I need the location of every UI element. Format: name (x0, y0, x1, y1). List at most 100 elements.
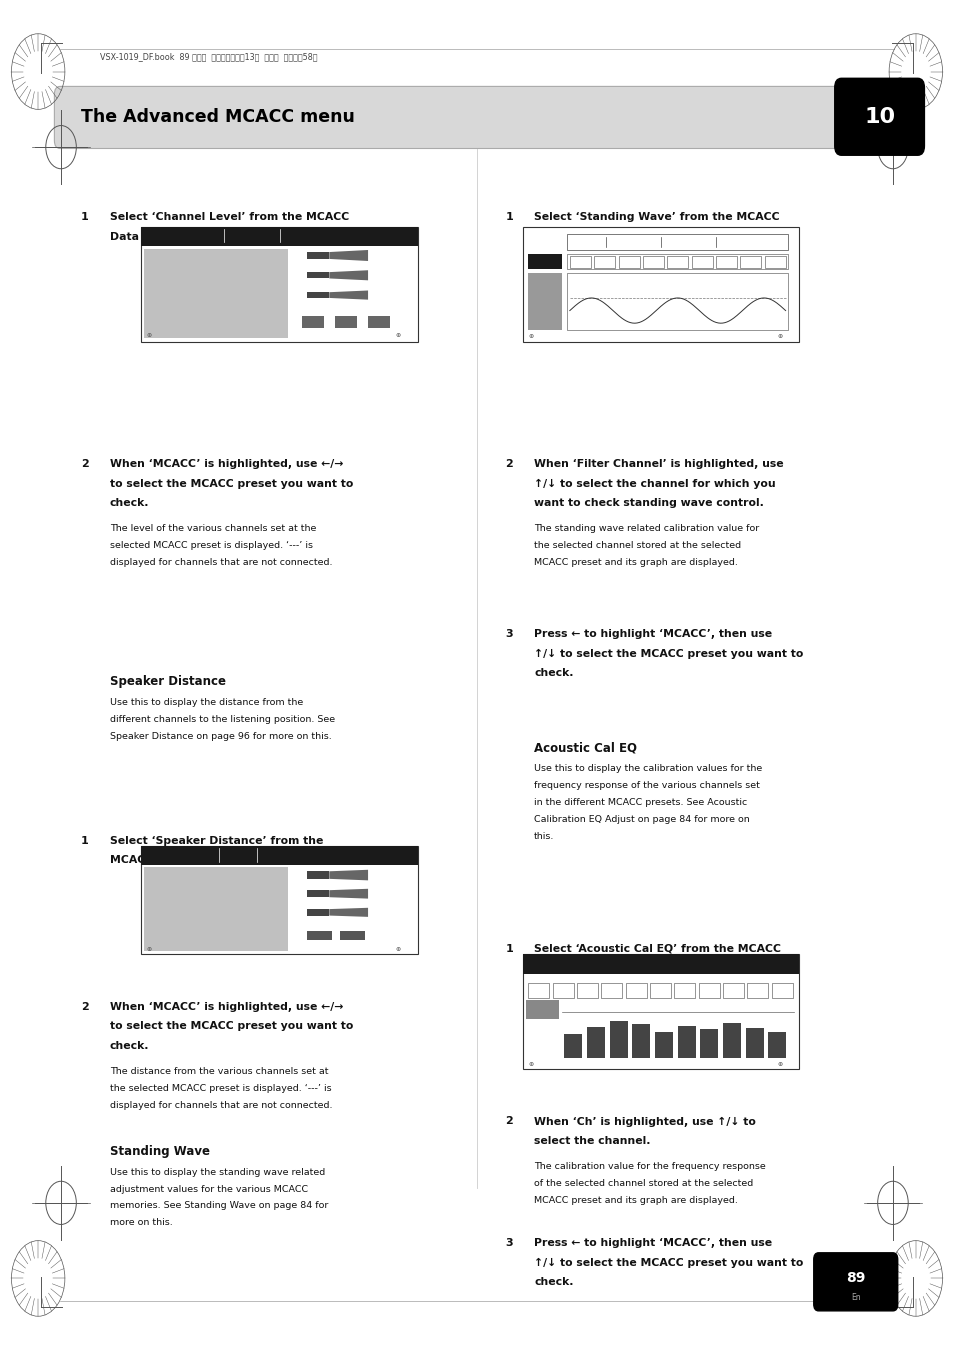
Text: Calibration EQ Adjust on page 84 for more on: Calibration EQ Adjust on page 84 for mor… (534, 815, 749, 824)
Text: VSX-1019_DF.book  89 ページ  ２００９年３月13日  金曜日  午前９時58分: VSX-1019_DF.book 89 ページ ２００９年３月13日 金曜日 午… (100, 51, 317, 61)
Text: the selected channel stored at the selected: the selected channel stored at the selec… (534, 541, 740, 551)
Bar (522, 227, 799, 342)
Text: Acoustic Cal EQ: Acoustic Cal EQ (534, 741, 637, 755)
Text: Select ‘Acoustic Cal EQ’ from the MCACC: Select ‘Acoustic Cal EQ’ from the MCACC (534, 944, 781, 953)
Bar (691, 256, 712, 267)
Bar (722, 983, 743, 998)
Text: En: En (850, 1293, 860, 1301)
Bar (301, 316, 323, 328)
Bar (618, 256, 639, 267)
Text: in the different MCACC presets. See Acoustic: in the different MCACC presets. See Acou… (534, 798, 747, 807)
Text: Select ‘Speaker Distance’ from the: Select ‘Speaker Distance’ from the (110, 836, 323, 845)
Text: 2: 2 (505, 1116, 513, 1126)
Text: displayed for channels that are not connected.: displayed for channels that are not conn… (110, 1102, 332, 1110)
Text: this.: this. (534, 832, 554, 841)
Bar (307, 909, 329, 915)
Text: 3: 3 (505, 629, 513, 639)
Bar (528, 983, 549, 998)
Bar (698, 983, 719, 998)
Text: ⊕: ⊕ (147, 333, 152, 338)
Bar (625, 983, 646, 998)
Bar (307, 930, 332, 941)
Text: ↑/↓ to select the MCACC preset you want to: ↑/↓ to select the MCACC preset you want … (534, 649, 802, 659)
Text: The standing wave related calibration value for: The standing wave related calibration va… (534, 524, 759, 533)
Bar (307, 292, 329, 298)
Bar (586, 1027, 604, 1058)
Text: 2: 2 (81, 459, 89, 468)
Bar (335, 316, 356, 328)
Text: check.: check. (534, 668, 573, 678)
Bar (368, 316, 390, 328)
Bar (674, 983, 695, 998)
Polygon shape (329, 270, 368, 281)
Text: 2: 2 (505, 459, 513, 468)
Text: the selected MCACC preset is displayed. ‘---’ is: the selected MCACC preset is displayed. … (110, 1084, 331, 1094)
Text: Press ← to highlight ‘MCACC’, then use: Press ← to highlight ‘MCACC’, then use (534, 1238, 772, 1247)
Text: Use this to display the standing wave related: Use this to display the standing wave re… (110, 1168, 325, 1177)
Text: to select the MCACC preset you want to: to select the MCACC preset you want to (110, 1022, 353, 1031)
Text: The distance from the various channels set at: The distance from the various channels s… (110, 1066, 328, 1076)
Bar (763, 256, 785, 267)
Text: Data Check menu.: Data Check menu. (534, 232, 645, 242)
Text: different channels to the listening position. See: different channels to the listening posi… (110, 716, 335, 724)
Bar (600, 983, 621, 998)
Text: adjustment values for the various MCACC: adjustment values for the various MCACC (110, 1185, 308, 1193)
Polygon shape (329, 250, 368, 261)
Text: Speaker Distance on page 96 for more on this.: Speaker Distance on page 96 for more on … (110, 732, 331, 741)
Text: want to check standing wave control.: want to check standing wave control. (534, 498, 763, 508)
Polygon shape (329, 888, 368, 899)
Bar (141, 846, 417, 865)
Polygon shape (329, 869, 368, 880)
Text: check.: check. (110, 1041, 149, 1050)
Text: more on this.: more on this. (110, 1218, 172, 1227)
Bar (307, 871, 329, 879)
Text: MCACC Data Check menu.: MCACC Data Check menu. (110, 856, 268, 865)
Text: 1: 1 (81, 836, 89, 845)
Polygon shape (329, 907, 368, 917)
Text: ⊕: ⊕ (147, 948, 152, 952)
Text: Press ← to highlight ‘MCACC’, then use: Press ← to highlight ‘MCACC’, then use (534, 629, 772, 639)
Text: The calibration value for the frequency response: The calibration value for the frequency … (534, 1162, 765, 1172)
Text: Use this to display the distance from the: Use this to display the distance from th… (110, 698, 303, 707)
Text: MCACC preset and its graph are displayed.: MCACC preset and its graph are displayed… (534, 1196, 738, 1206)
Bar (569, 256, 590, 267)
Text: The level of the various channels set at the: The level of the various channels set at… (110, 524, 315, 533)
Bar (566, 273, 787, 331)
Text: ↑/↓ to select the channel for which you: ↑/↓ to select the channel for which you (534, 478, 775, 489)
Text: Use this to display the calibration values for the: Use this to display the calibration valu… (534, 764, 761, 774)
Text: memories. See Standing Wave on page 84 for: memories. See Standing Wave on page 84 f… (110, 1202, 328, 1211)
Text: to select the MCACC preset you want to: to select the MCACC preset you want to (110, 478, 353, 489)
Text: Select ‘Channel Level’ from the MCACC: Select ‘Channel Level’ from the MCACC (110, 212, 349, 221)
FancyBboxPatch shape (834, 78, 923, 155)
Polygon shape (329, 290, 368, 300)
Bar (594, 256, 615, 267)
FancyBboxPatch shape (54, 86, 847, 148)
Bar (340, 930, 365, 941)
Text: displayed for channels that are not connected.: displayed for channels that are not conn… (110, 559, 332, 567)
Text: 1: 1 (505, 944, 513, 953)
Text: When ‘Ch’ is highlighted, use ↑/↓ to: When ‘Ch’ is highlighted, use ↑/↓ to (534, 1116, 756, 1126)
Text: ↑/↓ to select the MCACC preset you want to: ↑/↓ to select the MCACC preset you want … (534, 1258, 802, 1268)
Text: When ‘MCACC’ is highlighted, use ←/→: When ‘MCACC’ is highlighted, use ←/→ (110, 1002, 343, 1011)
Text: 1: 1 (505, 212, 513, 221)
Bar (307, 273, 329, 278)
Text: 1: 1 (81, 212, 89, 221)
Text: The Advanced MCACC menu: The Advanced MCACC menu (81, 108, 355, 127)
Text: 89: 89 (845, 1272, 864, 1285)
Text: frequency response of the various channels set: frequency response of the various channe… (534, 780, 760, 790)
Bar (577, 983, 598, 998)
Bar (141, 227, 417, 342)
Bar (609, 1021, 627, 1058)
Bar (715, 256, 736, 267)
Bar (566, 234, 787, 250)
Text: ⊕: ⊕ (395, 948, 400, 952)
Text: Data Check menu.: Data Check menu. (534, 964, 645, 973)
Text: Data Check menu.: Data Check menu. (110, 232, 221, 242)
Bar (771, 983, 792, 998)
Bar (522, 954, 799, 973)
Bar (528, 254, 561, 269)
Bar (740, 256, 760, 267)
Bar (307, 890, 329, 898)
Text: When ‘Filter Channel’ is highlighted, use: When ‘Filter Channel’ is highlighted, us… (534, 459, 783, 468)
Text: ⊕: ⊕ (528, 335, 533, 339)
